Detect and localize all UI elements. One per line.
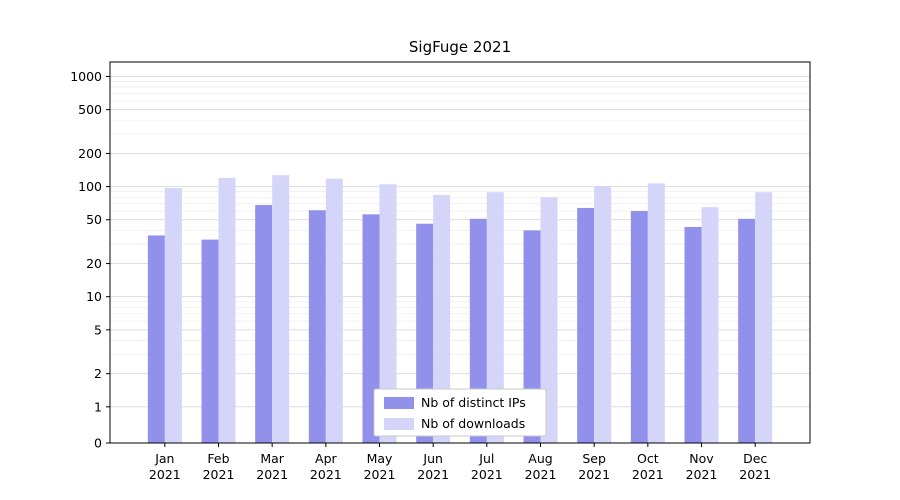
legend-swatch-distinct-ips bbox=[384, 397, 414, 409]
y-axis-tick-label: 500 bbox=[78, 102, 102, 117]
x-axis-tick-month: Aug bbox=[528, 451, 552, 466]
y-axis-tick-label: 0 bbox=[94, 436, 102, 451]
bar-distinct-ips bbox=[738, 218, 756, 443]
x-axis-tick-year: 2021 bbox=[364, 467, 396, 482]
bar-downloads bbox=[540, 197, 558, 443]
legend-label-downloads: Nb of downloads bbox=[421, 416, 525, 431]
bar-distinct-ips bbox=[577, 207, 595, 443]
x-axis-tick-month: Apr bbox=[315, 451, 337, 466]
bar-distinct-ips bbox=[308, 210, 326, 443]
legend-box bbox=[373, 388, 547, 437]
x-axis-tick-month: Jun bbox=[422, 451, 443, 466]
y-axis-tick-label: 50 bbox=[86, 212, 102, 227]
bar-downloads bbox=[755, 192, 773, 443]
bar-downloads bbox=[486, 192, 504, 443]
x-axis-tick-month: Sep bbox=[582, 451, 606, 466]
bar-downloads bbox=[594, 186, 612, 443]
y-axis-tick-label: 1 bbox=[94, 399, 102, 414]
bar-distinct-ips bbox=[469, 218, 487, 443]
x-axis-tick-year: 2021 bbox=[417, 467, 449, 482]
bar-distinct-ips bbox=[201, 239, 219, 443]
x-axis-tick-month: Feb bbox=[207, 451, 229, 466]
bar-distinct-ips bbox=[630, 211, 648, 443]
x-axis-tick-month: May bbox=[367, 451, 393, 466]
x-axis-tick-year: 2021 bbox=[578, 467, 610, 482]
x-axis-tick-month: Nov bbox=[689, 451, 714, 466]
y-axis-tick-label: 200 bbox=[78, 146, 102, 161]
x-axis-tick-year: 2021 bbox=[256, 467, 288, 482]
x-axis-tick-year: 2021 bbox=[739, 467, 771, 482]
x-axis-tick-month: Mar bbox=[260, 451, 284, 466]
bar-distinct-ips bbox=[684, 226, 702, 443]
y-axis-tick-label: 100 bbox=[78, 179, 102, 194]
x-axis-tick-year: 2021 bbox=[471, 467, 503, 482]
x-axis-tick-year: 2021 bbox=[686, 467, 718, 482]
axis-layer: 01251020501002005001000Jan2021Feb2021Mar… bbox=[70, 69, 771, 482]
x-axis-tick-year: 2021 bbox=[149, 467, 181, 482]
bar-downloads bbox=[647, 183, 665, 444]
x-axis-tick-year: 2021 bbox=[525, 467, 557, 482]
legend-swatch-downloads bbox=[384, 418, 414, 430]
chart-title: SigFuge 2021 bbox=[409, 38, 511, 56]
bar-downloads bbox=[379, 184, 397, 444]
bar-distinct-ips bbox=[362, 214, 380, 443]
x-axis-tick-month: Dec bbox=[743, 451, 767, 466]
bar-distinct-ips bbox=[147, 235, 165, 443]
bar-distinct-ips bbox=[416, 223, 434, 443]
bar-downloads bbox=[164, 188, 182, 443]
y-axis-tick-label: 5 bbox=[94, 322, 102, 337]
x-axis-tick-year: 2021 bbox=[310, 467, 342, 482]
bar-distinct-ips bbox=[255, 205, 273, 443]
legend-label-distinct-ips: Nb of distinct IPs bbox=[421, 395, 526, 410]
y-axis-tick-label: 10 bbox=[86, 289, 102, 304]
x-axis-tick-year: 2021 bbox=[203, 467, 235, 482]
bar-downloads bbox=[218, 177, 236, 443]
bar-downloads bbox=[701, 207, 719, 443]
y-axis-tick-label: 1000 bbox=[70, 69, 102, 84]
legend: Nb of distinct IPs Nb of downloads bbox=[373, 388, 547, 437]
plot-border bbox=[109, 61, 811, 444]
x-axis-tick-month: Jan bbox=[154, 451, 174, 466]
x-axis-tick-year: 2021 bbox=[632, 467, 664, 482]
bar-downloads bbox=[433, 194, 451, 443]
bars-layer bbox=[147, 175, 773, 444]
x-axis-tick-month: Jul bbox=[478, 451, 494, 466]
bar-downloads bbox=[272, 175, 290, 443]
y-axis-tick-label: 20 bbox=[86, 256, 102, 271]
x-axis-tick-month: Oct bbox=[637, 451, 659, 466]
y-axis-tick-label: 2 bbox=[94, 366, 102, 381]
bar-downloads bbox=[325, 178, 343, 443]
